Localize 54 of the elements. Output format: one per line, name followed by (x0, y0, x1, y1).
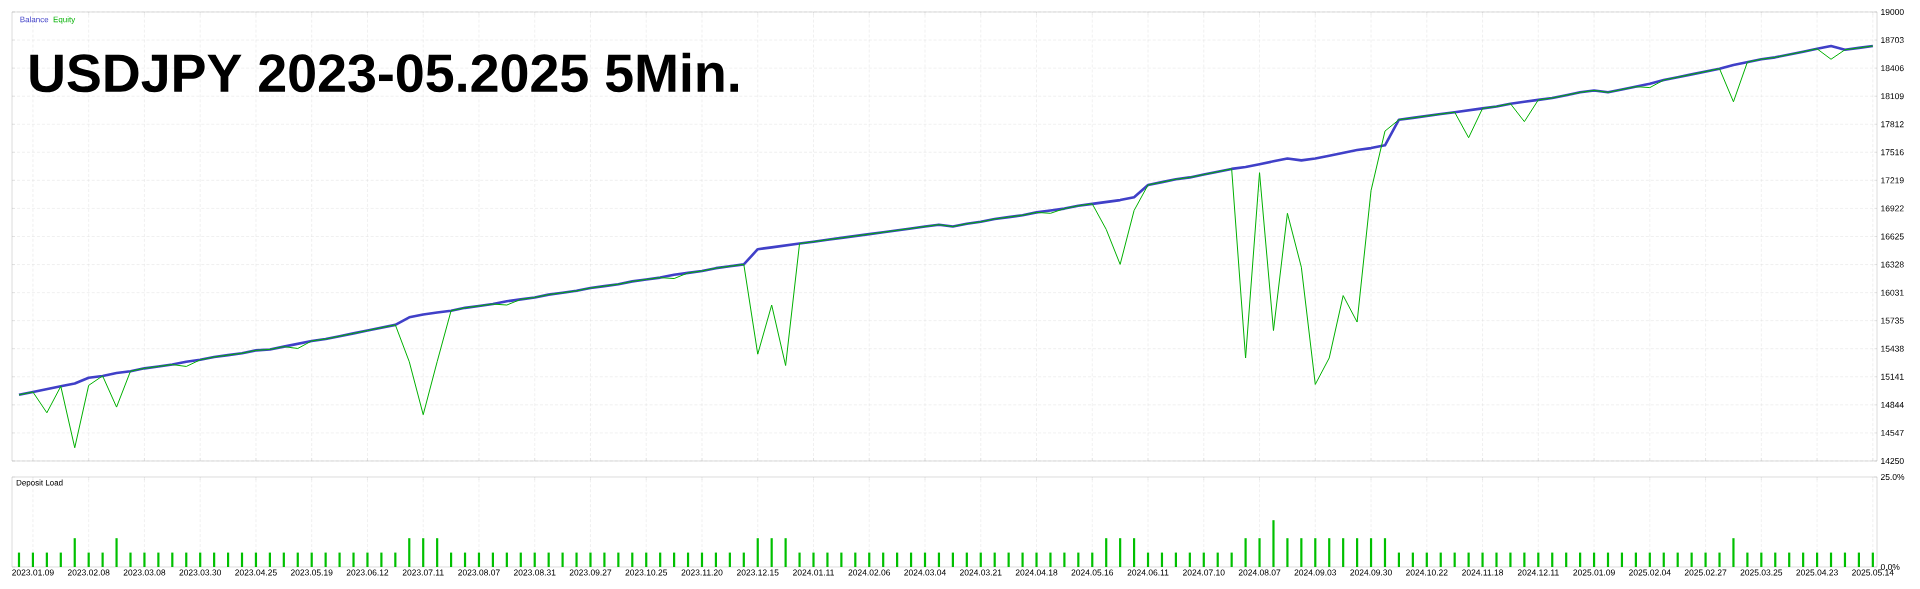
y-tick-label: 16922 (1881, 205, 1904, 212)
x-tick-label: 2025.03.25 (1740, 569, 1783, 576)
x-tick-label: 2023.05.19 (290, 569, 333, 576)
x-tick-label: 2023.06.12 (346, 569, 389, 576)
x-tick-label: 2024.02.06 (848, 569, 891, 576)
y-tick-label: 25.0% (1880, 474, 1905, 480)
y-tick-label: 14250 (1881, 457, 1904, 464)
x-tick-label: 2023.11.20 (681, 569, 723, 576)
y-tick-label: 18109 (1881, 93, 1904, 100)
y-tick-label: 14844 (1881, 401, 1904, 408)
x-tick-label: 2024.12.11 (1517, 569, 1559, 576)
x-tick-label: 2023.08.31 (513, 569, 556, 576)
y-tick-label: 15141 (1881, 373, 1904, 380)
x-tick-label: 2024.07.10 (1183, 569, 1225, 576)
x-tick-label: 2025.04.23 (1796, 569, 1838, 576)
x-tick-label: 2024.03.21 (959, 569, 1002, 576)
y-tick-label: 0.0% (1880, 563, 1900, 570)
text: USDJPY 2023-05.2025 5Min. (30, 52, 739, 93)
x-tick-label: 2023.10.25 (625, 569, 668, 576)
y-tick-label: 15735 (1881, 317, 1904, 324)
x-tick-label: 2024.06.11 (1127, 569, 1169, 576)
x-tick-label: 2024.04.18 (1015, 569, 1058, 576)
x-tick-label: 2024.11.18 (1462, 569, 1504, 576)
x-tick-label: 2023.07.11 (402, 569, 444, 576)
x-tick-label: 2023.12.15 (736, 569, 779, 576)
y-tick-label: 16328 (1881, 261, 1904, 268)
x-tick-label: 2025.01.09 (1573, 569, 1615, 576)
x-tick-label: 2023.03.30 (179, 569, 222, 576)
x-tick-label: 2023.03.08 (123, 569, 166, 576)
x-tick-label: 2024.03.04 (904, 569, 946, 576)
x-tick-label: 2023.04.25 (235, 569, 277, 576)
x-tick-label: 2024.09.30 (1350, 569, 1392, 576)
y-tick-label: 17812 (1881, 121, 1904, 128)
x-tick-label: 2024.01.11 (793, 569, 834, 576)
x-tick-label: 2025.02.27 (1684, 569, 1727, 576)
x-tick-label: 2023.01.09 (12, 569, 54, 576)
x-tick-label: 2023.08.07 (458, 569, 500, 576)
x-tick-label: 2024.05.16 (1071, 569, 1114, 576)
y-tick-label: 14547 (1881, 429, 1904, 436)
y-tick-label: 17219 (1881, 177, 1904, 184)
y-tick-label: 16031 (1881, 289, 1904, 296)
x-tick-label: 2024.09.03 (1294, 569, 1337, 576)
y-tick-label: 17516 (1881, 149, 1904, 156)
y-tick-label: 15438 (1881, 345, 1904, 352)
x-tick-label: 2024.08.07 (1238, 569, 1281, 576)
y-tick-label: 16625 (1881, 233, 1904, 240)
y-tick-label: 18703 (1881, 37, 1904, 44)
x-tick-label: 2023.09.27 (569, 569, 612, 576)
x-tick-label: 2023.02.08 (67, 569, 110, 576)
x-tick-label: 2024.10.22 (1406, 569, 1448, 576)
x-tick-label: 2025.05.14 (1852, 569, 1894, 576)
x-tick-label: 2025.02.04 (1629, 569, 1671, 576)
y-tick-label: 18406 (1881, 65, 1904, 72)
y-tick-label: 19000 (1881, 8, 1904, 15)
